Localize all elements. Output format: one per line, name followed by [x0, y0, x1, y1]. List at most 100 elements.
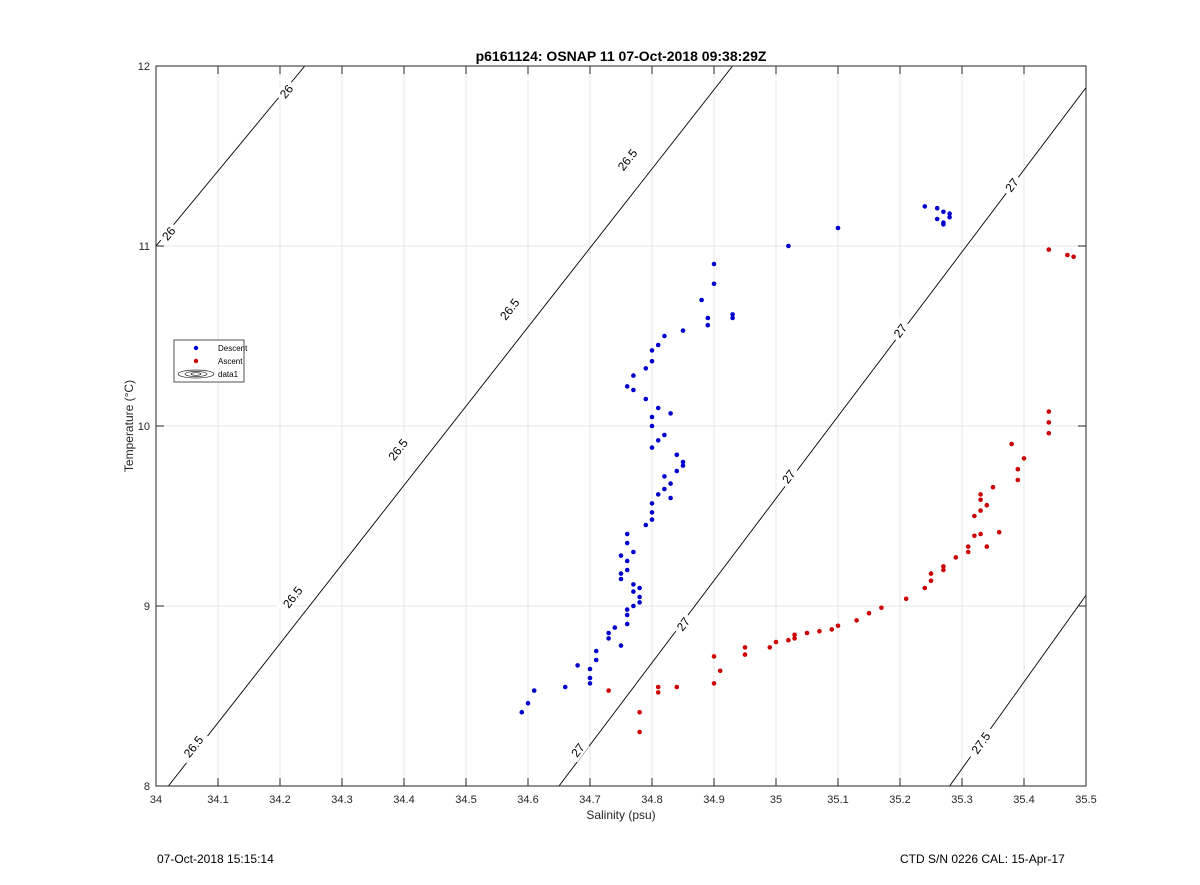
ascent-point: [637, 709, 642, 715]
ascent-point: [792, 636, 797, 641]
ascent-point: [965, 549, 971, 555]
contour-line-26-5: [168, 66, 733, 786]
descent-point: [631, 603, 636, 609]
descent-point: [786, 243, 791, 249]
descent-point: [649, 510, 655, 515]
x-tick-label: 35: [770, 794, 782, 806]
legend-ascent-label: Ascent: [218, 357, 243, 366]
ascent-point: [637, 729, 642, 735]
ascent-point: [773, 639, 779, 645]
x-tick-label: 34: [150, 794, 162, 806]
ascent-point: [1071, 254, 1076, 260]
descent-point: [575, 663, 580, 668]
contour-label-bg: [965, 724, 997, 761]
contour-label-group: 26: [274, 79, 298, 104]
legend-contour-icon: [177, 369, 215, 379]
x-tick-label: 34.7: [579, 794, 600, 806]
ascent-point: [1046, 409, 1052, 414]
descent-point: [934, 205, 940, 211]
data-points: [519, 204, 1076, 735]
y-tick-label: 12: [138, 61, 150, 73]
x-tick-label: 34.3: [331, 794, 352, 806]
ascent-point: [829, 627, 835, 632]
descent-point: [631, 373, 636, 378]
ascent-point: [972, 533, 977, 539]
descent-point: [624, 384, 630, 389]
descent-point: [649, 358, 655, 364]
descent-point: [624, 607, 630, 612]
descent-point: [674, 452, 680, 458]
descent-point: [624, 540, 630, 546]
ascent-point: [965, 544, 971, 549]
descent-point: [643, 396, 649, 402]
descent-point: [934, 216, 940, 222]
contour-label-group: 27: [671, 611, 695, 637]
descent-point: [680, 328, 686, 333]
descent-point: [637, 600, 642, 605]
ascent-point: [928, 571, 934, 576]
ascent-point: [717, 668, 723, 674]
descent-point: [519, 709, 525, 715]
legend-descent-label: Descent: [218, 344, 248, 353]
ascent-point: [996, 529, 1002, 535]
ascent-point: [742, 645, 748, 650]
descent-point: [730, 315, 735, 321]
ascent-point: [990, 484, 996, 490]
x-tick-label: 34.9: [703, 794, 724, 806]
contour-label-bg: [888, 318, 912, 343]
descent-point: [835, 225, 841, 231]
ascent-point: [854, 618, 859, 623]
x-tick-label: 35.4: [1013, 794, 1034, 806]
contour-label-bg: [611, 141, 644, 178]
contour-label-bg: [671, 611, 695, 637]
contour-label-bg: [999, 172, 1024, 197]
ascent-point: [606, 688, 611, 693]
x-tick-label: 35.1: [827, 794, 848, 806]
descent-point: [662, 474, 667, 479]
descent-point: [655, 438, 661, 443]
ascent-point: [984, 502, 990, 508]
descent-point: [631, 589, 636, 594]
contour-label-group: 27: [776, 464, 801, 489]
descent-point: [606, 630, 611, 636]
x-tick-label: 35.5: [1075, 794, 1096, 806]
descent-point: [562, 684, 568, 690]
descent-point: [711, 261, 717, 267]
ascent-point: [1015, 477, 1021, 483]
y-tick-label: 10: [138, 421, 150, 433]
descent-point: [711, 281, 717, 287]
footer-instrument-info: CTD S/N 0226 CAL: 15-Apr-17: [900, 852, 1065, 866]
legend: Descent Ascent data1: [173, 339, 248, 383]
descent-point: [730, 312, 735, 317]
descent-point: [649, 501, 655, 506]
descent-point: [624, 567, 630, 573]
descent-point: [662, 486, 667, 492]
contour-label-bg: [177, 728, 210, 765]
descent-point: [655, 405, 661, 411]
ascent-point: [941, 567, 946, 573]
ascent-point: [928, 578, 934, 584]
descent-point: [922, 204, 928, 209]
descent-point: [643, 366, 649, 371]
descent-point: [631, 549, 636, 555]
descent-point: [631, 582, 636, 587]
ascent-point: [1065, 252, 1070, 258]
descent-point: [662, 333, 667, 339]
descent-point: [649, 423, 655, 429]
descent-point: [525, 700, 531, 706]
descent-point: [624, 612, 630, 618]
x-tick-label: 34.2: [269, 794, 290, 806]
ascent-point: [978, 531, 983, 537]
descent-point: [593, 657, 599, 663]
contour-label-group: 27: [888, 318, 912, 343]
ascent-point: [978, 508, 983, 513]
contour-label-group: 26: [156, 221, 181, 246]
descent-point: [947, 214, 952, 220]
x-tick-label: 35.3: [951, 794, 972, 806]
descent-point: [637, 594, 642, 600]
ascent-point: [674, 684, 680, 690]
ascent-point: [817, 628, 822, 634]
descent-point: [655, 492, 661, 497]
y-axis-label: Temperature (°C): [122, 380, 136, 472]
